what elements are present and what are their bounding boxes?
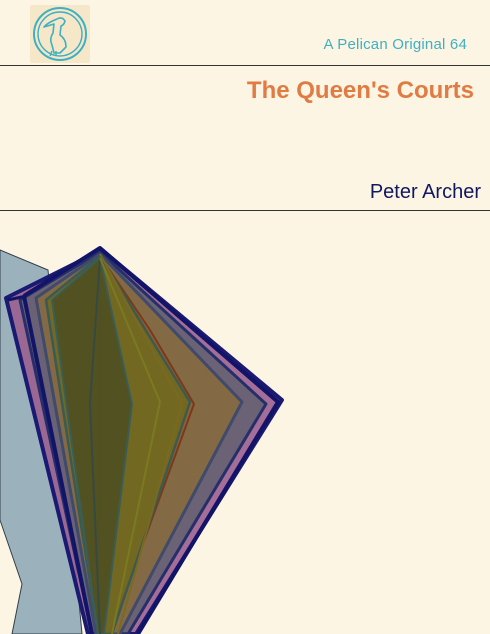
series-label: A Pelican Original 64 bbox=[323, 36, 467, 53]
art-line bbox=[99, 257, 162, 634]
art-outline bbox=[22, 246, 280, 634]
art-outline bbox=[7, 294, 27, 302]
art-line bbox=[99, 253, 184, 634]
art-line bbox=[88, 257, 101, 634]
cover-artwork bbox=[0, 246, 284, 634]
pelican-logo bbox=[30, 5, 90, 63]
book-title: The Queen's Courts bbox=[246, 77, 474, 104]
top-divider bbox=[0, 65, 490, 66]
art-outline bbox=[22, 295, 94, 634]
bottom-divider bbox=[0, 210, 490, 211]
book-author: Peter Archer bbox=[369, 181, 481, 203]
pelican-icon bbox=[33, 7, 87, 61]
